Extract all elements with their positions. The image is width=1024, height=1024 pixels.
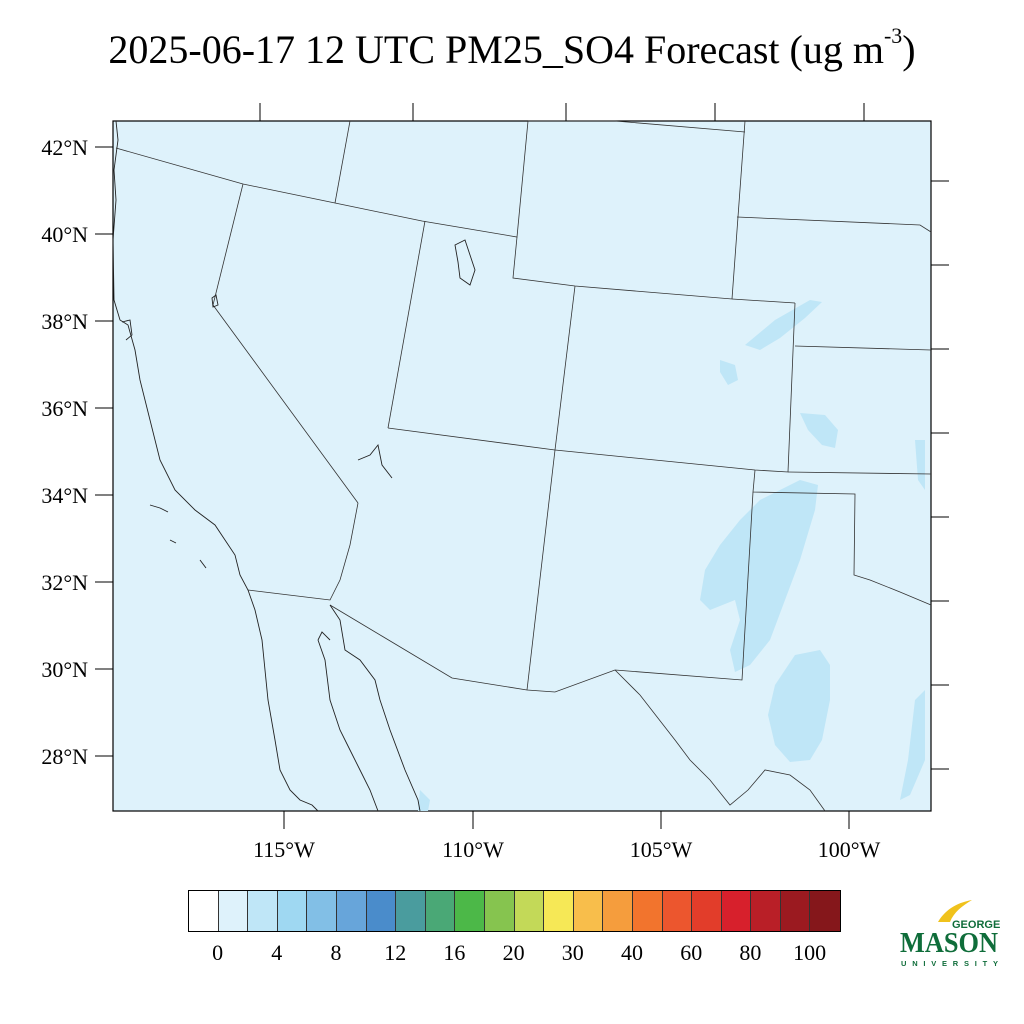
border-nebraska-kansas xyxy=(731,298,796,304)
legend-label: 12 xyxy=(384,940,407,965)
logo-text-main: MASON xyxy=(900,927,998,959)
patch-texas-south xyxy=(768,650,830,762)
legend-swatch xyxy=(307,891,337,931)
coast-pacific xyxy=(112,120,319,812)
legend-swatch xyxy=(189,891,219,931)
title-closing: ) xyxy=(902,27,916,72)
lake-great-salt xyxy=(454,239,476,286)
legend-swatch xyxy=(632,891,663,931)
lake-tahoe xyxy=(211,294,219,308)
patch-east-strip xyxy=(915,440,925,490)
lon-label: 105°W xyxy=(630,837,693,862)
patch-texas-east xyxy=(700,480,818,672)
legend-swatch xyxy=(810,891,841,931)
legend-swatch xyxy=(573,891,604,931)
title-exponent: -3 xyxy=(883,23,903,48)
island-small xyxy=(199,559,207,569)
legend-swatch xyxy=(514,891,545,931)
logo-flame-icon xyxy=(938,900,972,922)
logo-text-bottom: UNIVERSITY xyxy=(901,959,998,968)
legend-swatch xyxy=(248,891,278,931)
lake-sf-bay xyxy=(121,319,133,341)
longitude-labels: 115°W 110°W 105°W 100°W xyxy=(253,837,880,862)
logo-text-top: GEORGE xyxy=(952,919,1000,931)
patch-mexico xyxy=(418,790,430,811)
patch-southeast-strip xyxy=(900,690,925,800)
legend-label: 20 xyxy=(502,940,525,965)
lon-label: 110°W xyxy=(442,837,504,862)
lon-label: 115°W xyxy=(253,837,315,862)
lat-label: 30°N xyxy=(41,657,88,682)
border-nm-texas xyxy=(329,491,754,693)
island-catalina xyxy=(149,504,169,513)
legend-swatch xyxy=(603,891,633,931)
concentration-patches xyxy=(418,300,925,811)
patch-oklahoma xyxy=(800,413,838,448)
lat-label: 32°N xyxy=(41,570,88,595)
coast-gulf-california-east xyxy=(329,604,421,812)
axis-ticks xyxy=(95,103,949,829)
latitude-labels: 42°N 40°N 38°N 36°N 34°N 32°N 30°N 28°N xyxy=(41,135,88,769)
george-mason-logo: GEORGE MASON UNIVERSITY xyxy=(900,900,1000,968)
coast-baja-tip xyxy=(317,631,331,641)
lat-label: 34°N xyxy=(41,483,88,508)
legend-label: 60 xyxy=(680,940,703,965)
lat-label: 28°N xyxy=(41,744,88,769)
legend-label: 80 xyxy=(739,940,762,965)
legend-swatch xyxy=(396,891,426,931)
border-idaho-nevada xyxy=(334,120,351,204)
lon-label: 100°W xyxy=(818,837,881,862)
legend-label: 100 xyxy=(793,940,827,965)
legend-swatch xyxy=(544,891,574,931)
legend-swatch xyxy=(662,891,693,931)
patch-colorado xyxy=(720,360,738,385)
border-kansas-oklahoma xyxy=(794,345,932,351)
map-title: 2025-06-17 12 UTC PM25_SO4 Forecast (ug … xyxy=(0,25,1024,72)
legend-label: 30 xyxy=(561,940,584,965)
border-rio-grande xyxy=(614,669,826,812)
legend-label: 0 xyxy=(212,940,224,965)
border-us-mexico-west xyxy=(247,502,359,601)
border-montana-wyoming xyxy=(528,120,746,133)
coast-baja-east xyxy=(317,639,379,812)
lat-label: 36°N xyxy=(41,396,88,421)
border-nebraska-south xyxy=(736,216,932,233)
legend-label: 8 xyxy=(330,940,342,965)
political-boundaries xyxy=(115,120,932,812)
color-legend: 0 4 8 12 16 20 30 40 60 80 100 xyxy=(188,890,842,965)
lat-label: 42°N xyxy=(41,135,88,160)
legend-label: 4 xyxy=(271,940,283,965)
border-oklahoma-texas xyxy=(787,471,932,475)
legend-swatch xyxy=(277,891,308,931)
lat-label: 40°N xyxy=(41,222,88,247)
legend-swatch xyxy=(721,891,752,931)
legend-label: 16 xyxy=(443,940,466,965)
legend-swatch xyxy=(218,891,249,931)
legend-swatch xyxy=(780,891,811,931)
title-text: 2025-06-17 12 UTC PM25_SO4 Forecast (ug … xyxy=(108,27,884,72)
legend-swatch xyxy=(484,891,515,931)
lake-mead xyxy=(357,443,393,479)
legend-swatch xyxy=(455,891,485,931)
coastlines xyxy=(112,120,476,812)
legend-color-bar xyxy=(188,890,842,932)
patch-kansas xyxy=(745,300,822,350)
legend-swatch xyxy=(692,891,722,931)
lat-label: 38°N xyxy=(41,309,88,334)
legend-swatch xyxy=(425,891,456,931)
island-channel xyxy=(169,539,177,544)
legend-labels: 0 4 8 12 16 20 30 40 60 80 100 xyxy=(188,932,841,965)
border-utah-west xyxy=(387,220,426,429)
legend-swatch xyxy=(751,891,781,931)
legend-label: 40 xyxy=(621,940,643,965)
legend-swatch xyxy=(336,891,367,931)
border-oregon-south xyxy=(115,120,529,238)
legend-swatch xyxy=(366,891,397,931)
